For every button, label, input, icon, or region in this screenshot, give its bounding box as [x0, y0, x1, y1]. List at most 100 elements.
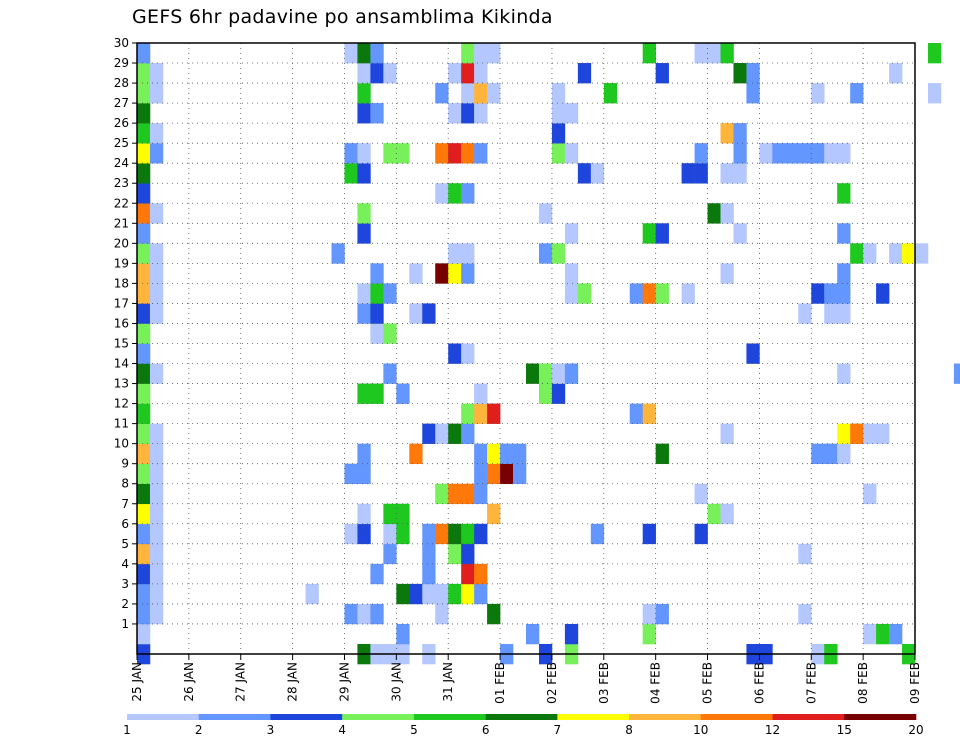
heatmap-cell: [448, 63, 462, 84]
y-tick-label: 30: [114, 36, 129, 50]
heatmap-cell: [474, 383, 488, 404]
heatmap-cell: [811, 443, 825, 464]
heatmap-cell: [137, 623, 151, 645]
heatmap-cell: [383, 503, 397, 525]
heatmap-cell: [733, 123, 747, 144]
heatmap-cell: [850, 243, 864, 264]
heatmap-cell: [526, 363, 540, 384]
heatmap-cell: [461, 263, 475, 284]
colorbar-label: 3: [267, 723, 275, 737]
heatmap-cell: [824, 303, 838, 324]
heatmap-cell: [655, 63, 669, 84]
heatmap-cell: [137, 383, 151, 404]
heatmap-cell: [448, 243, 462, 264]
heatmap-cell: [149, 363, 164, 384]
colorbar-swatch: [629, 714, 702, 720]
heatmap-cell: [642, 283, 656, 304]
heatmap-cell: [435, 263, 449, 284]
heatmap-cell: [383, 543, 397, 565]
heatmap-cell: [448, 263, 462, 284]
heatmap-cell: [137, 503, 151, 525]
heatmap-cell: [461, 583, 475, 605]
heatmap-cell: [863, 423, 877, 444]
y-tick-label: 15: [114, 336, 129, 350]
heatmap-cell: [551, 363, 566, 384]
heatmap-cell: [357, 43, 371, 64]
heatmap-cell: [798, 143, 812, 164]
colorbar-swatch: [413, 714, 486, 720]
heatmap-cell: [461, 563, 475, 585]
heatmap-cell: [357, 443, 371, 464]
heatmap-cell: [837, 143, 851, 164]
heatmap-cell: [474, 43, 488, 64]
heatmap-cell: [137, 483, 151, 505]
heatmap-cell: [474, 583, 488, 605]
heatmap-cell: [435, 423, 449, 444]
heatmap-cell: [513, 443, 527, 464]
x-tick-label: 09 FEB: [908, 662, 922, 704]
heatmap-cell: [357, 143, 371, 164]
heatmap-cell: [383, 523, 397, 545]
heatmap-cell: [357, 303, 371, 324]
heatmap-cell: [448, 103, 462, 124]
heatmap-cell: [435, 83, 449, 104]
y-tick-label: 11: [114, 417, 129, 431]
heatmap-cell: [798, 543, 812, 565]
x-tick-label: 02 FEB: [545, 662, 559, 704]
heatmap-cell: [629, 403, 643, 424]
heatmap-cell: [642, 403, 656, 424]
heatmap-cell: [720, 503, 734, 525]
x-tick-label: 26 JAN: [182, 662, 196, 702]
heatmap-cell: [720, 163, 734, 184]
heatmap-cell: [474, 563, 488, 585]
heatmap-cell: [474, 403, 488, 424]
heatmap-cell: [461, 343, 475, 364]
heatmap-cell: [461, 63, 475, 84]
heatmap-cell: [344, 143, 358, 164]
y-tick-label: 26: [114, 116, 129, 130]
heatmap-cell: [396, 583, 410, 605]
y-tick-label: 28: [114, 76, 129, 90]
heatmap-cell: [149, 63, 164, 84]
y-tick-label: 20: [114, 236, 129, 250]
heatmap-cell: [448, 543, 462, 565]
heatmap-cell: [824, 143, 838, 164]
heatmap-cell: [733, 143, 747, 164]
heatmap-cell: [383, 63, 397, 84]
heatmap-cell: [487, 403, 501, 424]
heatmap-cell: [772, 143, 786, 164]
heatmap-cell: [149, 603, 164, 625]
heatmap-cell: [733, 223, 747, 244]
heatmap-cell: [435, 583, 449, 605]
heatmap-cell: [137, 463, 151, 485]
heatmap-cell: [551, 243, 566, 264]
heatmap-cell: [370, 563, 384, 585]
x-tick-label: 31 JAN: [441, 662, 455, 702]
heatmap-cell: [383, 143, 397, 164]
heatmap-cell: [642, 603, 656, 625]
heatmap-cell: [137, 443, 151, 464]
colorbar-label: 10: [693, 723, 708, 737]
heatmap-cell: [863, 243, 877, 264]
heatmap-cell: [383, 283, 397, 304]
x-tick-label: 08 FEB: [856, 662, 870, 704]
y-tick-label: 12: [114, 397, 129, 411]
x-tick-label: 30 JAN: [389, 662, 403, 702]
heatmap-cell: [655, 283, 669, 304]
heatmap-cell: [396, 623, 410, 645]
heatmap-cell: [590, 163, 605, 184]
heatmap-cell: [707, 43, 721, 64]
colorbar-swatch: [127, 714, 200, 720]
heatmap-cell: [137, 43, 151, 64]
heatmap-cell: [448, 523, 462, 545]
heatmap-cell: [720, 123, 734, 144]
y-tick-label: 7: [121, 497, 129, 511]
y-tick-label: 6: [121, 517, 129, 531]
heatmap-cell: [357, 223, 371, 244]
y-tick-label: 14: [114, 357, 129, 371]
heatmap-cell: [513, 463, 527, 485]
colorbar-swatch: [342, 714, 415, 720]
heatmap-cell: [487, 603, 501, 625]
heatmap-cell: [396, 383, 410, 404]
